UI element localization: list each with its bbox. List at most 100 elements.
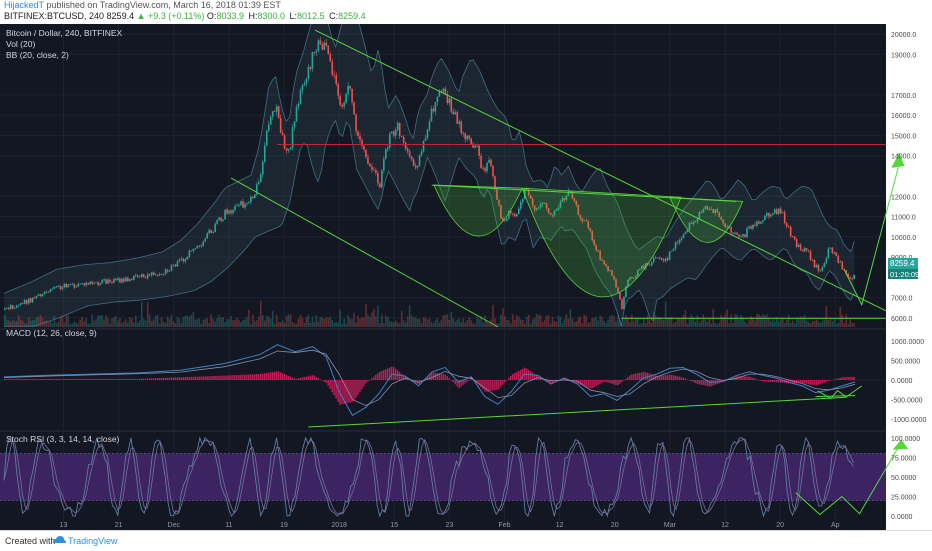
- candle-body[interactable]: [635, 276, 637, 279]
- candle-body[interactable]: [446, 94, 449, 104]
- candle-body[interactable]: [39, 294, 42, 297]
- candle-body[interactable]: [168, 270, 171, 272]
- candle-body[interactable]: [434, 101, 437, 112]
- candle-body[interactable]: [722, 219, 724, 224]
- candle-body[interactable]: [680, 238, 683, 241]
- candle-body[interactable]: [186, 256, 189, 260]
- candle-body[interactable]: [31, 297, 34, 303]
- candle-body[interactable]: [277, 106, 280, 119]
- candle-body[interactable]: [587, 220, 590, 229]
- right-shoulder-shape[interactable]: [669, 196, 744, 243]
- candle-body[interactable]: [424, 138, 427, 141]
- candle-body[interactable]: [160, 274, 163, 275]
- candle-body[interactable]: [454, 112, 457, 115]
- candle-body[interactable]: [468, 135, 470, 139]
- candle-body[interactable]: [214, 223, 216, 233]
- candle-body[interactable]: [9, 305, 12, 310]
- candle-body[interactable]: [585, 220, 588, 222]
- candle-body[interactable]: [367, 157, 369, 165]
- candle-body[interactable]: [369, 164, 371, 167]
- candle-body[interactable]: [583, 220, 586, 222]
- candle-body[interactable]: [672, 248, 675, 251]
- candle-body[interactable]: [4, 308, 6, 310]
- candle-body[interactable]: [490, 159, 492, 167]
- candle-body[interactable]: [775, 209, 778, 215]
- candle-body[interactable]: [692, 221, 695, 224]
- candle-body[interactable]: [849, 277, 851, 279]
- candle-body[interactable]: [331, 61, 334, 75]
- candle-body[interactable]: [238, 204, 240, 206]
- candle-body[interactable]: [311, 52, 314, 69]
- candle-body[interactable]: [134, 275, 137, 277]
- candle-body[interactable]: [236, 205, 238, 207]
- candle-body[interactable]: [269, 116, 272, 125]
- candle-body[interactable]: [519, 202, 522, 209]
- candle-body[interactable]: [811, 259, 814, 261]
- candle-body[interactable]: [83, 283, 85, 286]
- candle-body[interactable]: [462, 133, 465, 135]
- candle-body[interactable]: [260, 174, 262, 183]
- candle-body[interactable]: [55, 286, 58, 288]
- candle-body[interactable]: [472, 143, 474, 148]
- candle-body[interactable]: [732, 232, 734, 234]
- candle-body[interactable]: [825, 258, 828, 264]
- macd-projection-arrow[interactable]: [817, 385, 863, 400]
- candle-body[interactable]: [795, 239, 798, 247]
- candle-body[interactable]: [762, 220, 764, 222]
- candle-body[interactable]: [240, 201, 242, 205]
- candle-body[interactable]: [265, 130, 268, 146]
- candle-body[interactable]: [807, 250, 810, 252]
- candle-body[interactable]: [694, 221, 697, 223]
- candle-body[interactable]: [13, 307, 16, 309]
- candle-body[interactable]: [248, 202, 250, 204]
- candle-body[interactable]: [484, 168, 486, 172]
- descending-trendline-lower[interactable]: [230, 177, 499, 328]
- candle-body[interactable]: [129, 279, 131, 282]
- candle-body[interactable]: [37, 294, 40, 296]
- candle-body[interactable]: [357, 131, 359, 137]
- candle-body[interactable]: [760, 221, 762, 224]
- candle-body[interactable]: [59, 286, 62, 290]
- candle-body[interactable]: [349, 85, 351, 89]
- candle-body[interactable]: [218, 217, 220, 221]
- projection-arrow-main[interactable]: [843, 163, 900, 307]
- candle-body[interactable]: [188, 250, 191, 257]
- candle-body[interactable]: [428, 121, 431, 130]
- candle-body[interactable]: [666, 258, 669, 261]
- candle-body[interactable]: [234, 205, 236, 211]
- candle-body[interactable]: [631, 277, 633, 279]
- candle-body[interactable]: [41, 294, 44, 297]
- candle-body[interactable]: [571, 192, 574, 199]
- candle-body[interactable]: [373, 169, 375, 171]
- candle-body[interactable]: [793, 236, 796, 240]
- candle-body[interactable]: [65, 283, 68, 288]
- candle-body[interactable]: [579, 215, 582, 219]
- candle-body[interactable]: [57, 286, 60, 287]
- candle-body[interactable]: [549, 212, 552, 215]
- candle-body[interactable]: [385, 149, 387, 159]
- candle-body[interactable]: [821, 266, 824, 271]
- candle-body[interactable]: [502, 218, 504, 221]
- candle-body[interactable]: [492, 166, 494, 177]
- candle-body[interactable]: [315, 50, 318, 53]
- candle-body[interactable]: [198, 245, 201, 247]
- macd-line[interactable]: [3, 344, 856, 416]
- candle-body[interactable]: [436, 96, 439, 102]
- candle-body[interactable]: [152, 272, 155, 275]
- candle-body[interactable]: [607, 266, 609, 271]
- candle-body[interactable]: [123, 278, 125, 282]
- candle-body[interactable]: [148, 274, 151, 276]
- candle-body[interactable]: [837, 255, 840, 263]
- candle-body[interactable]: [847, 274, 850, 278]
- candle-body[interactable]: [718, 212, 721, 217]
- candle-body[interactable]: [131, 279, 133, 280]
- candle-body[interactable]: [486, 162, 488, 172]
- candle-body[interactable]: [781, 212, 784, 214]
- candle-body[interactable]: [690, 223, 693, 224]
- candle-body[interactable]: [166, 269, 169, 272]
- candle-body[interactable]: [252, 196, 254, 199]
- candle-body[interactable]: [430, 108, 433, 122]
- candle-body[interactable]: [210, 230, 212, 234]
- candle-body[interactable]: [603, 260, 605, 265]
- candle-body[interactable]: [400, 136, 403, 137]
